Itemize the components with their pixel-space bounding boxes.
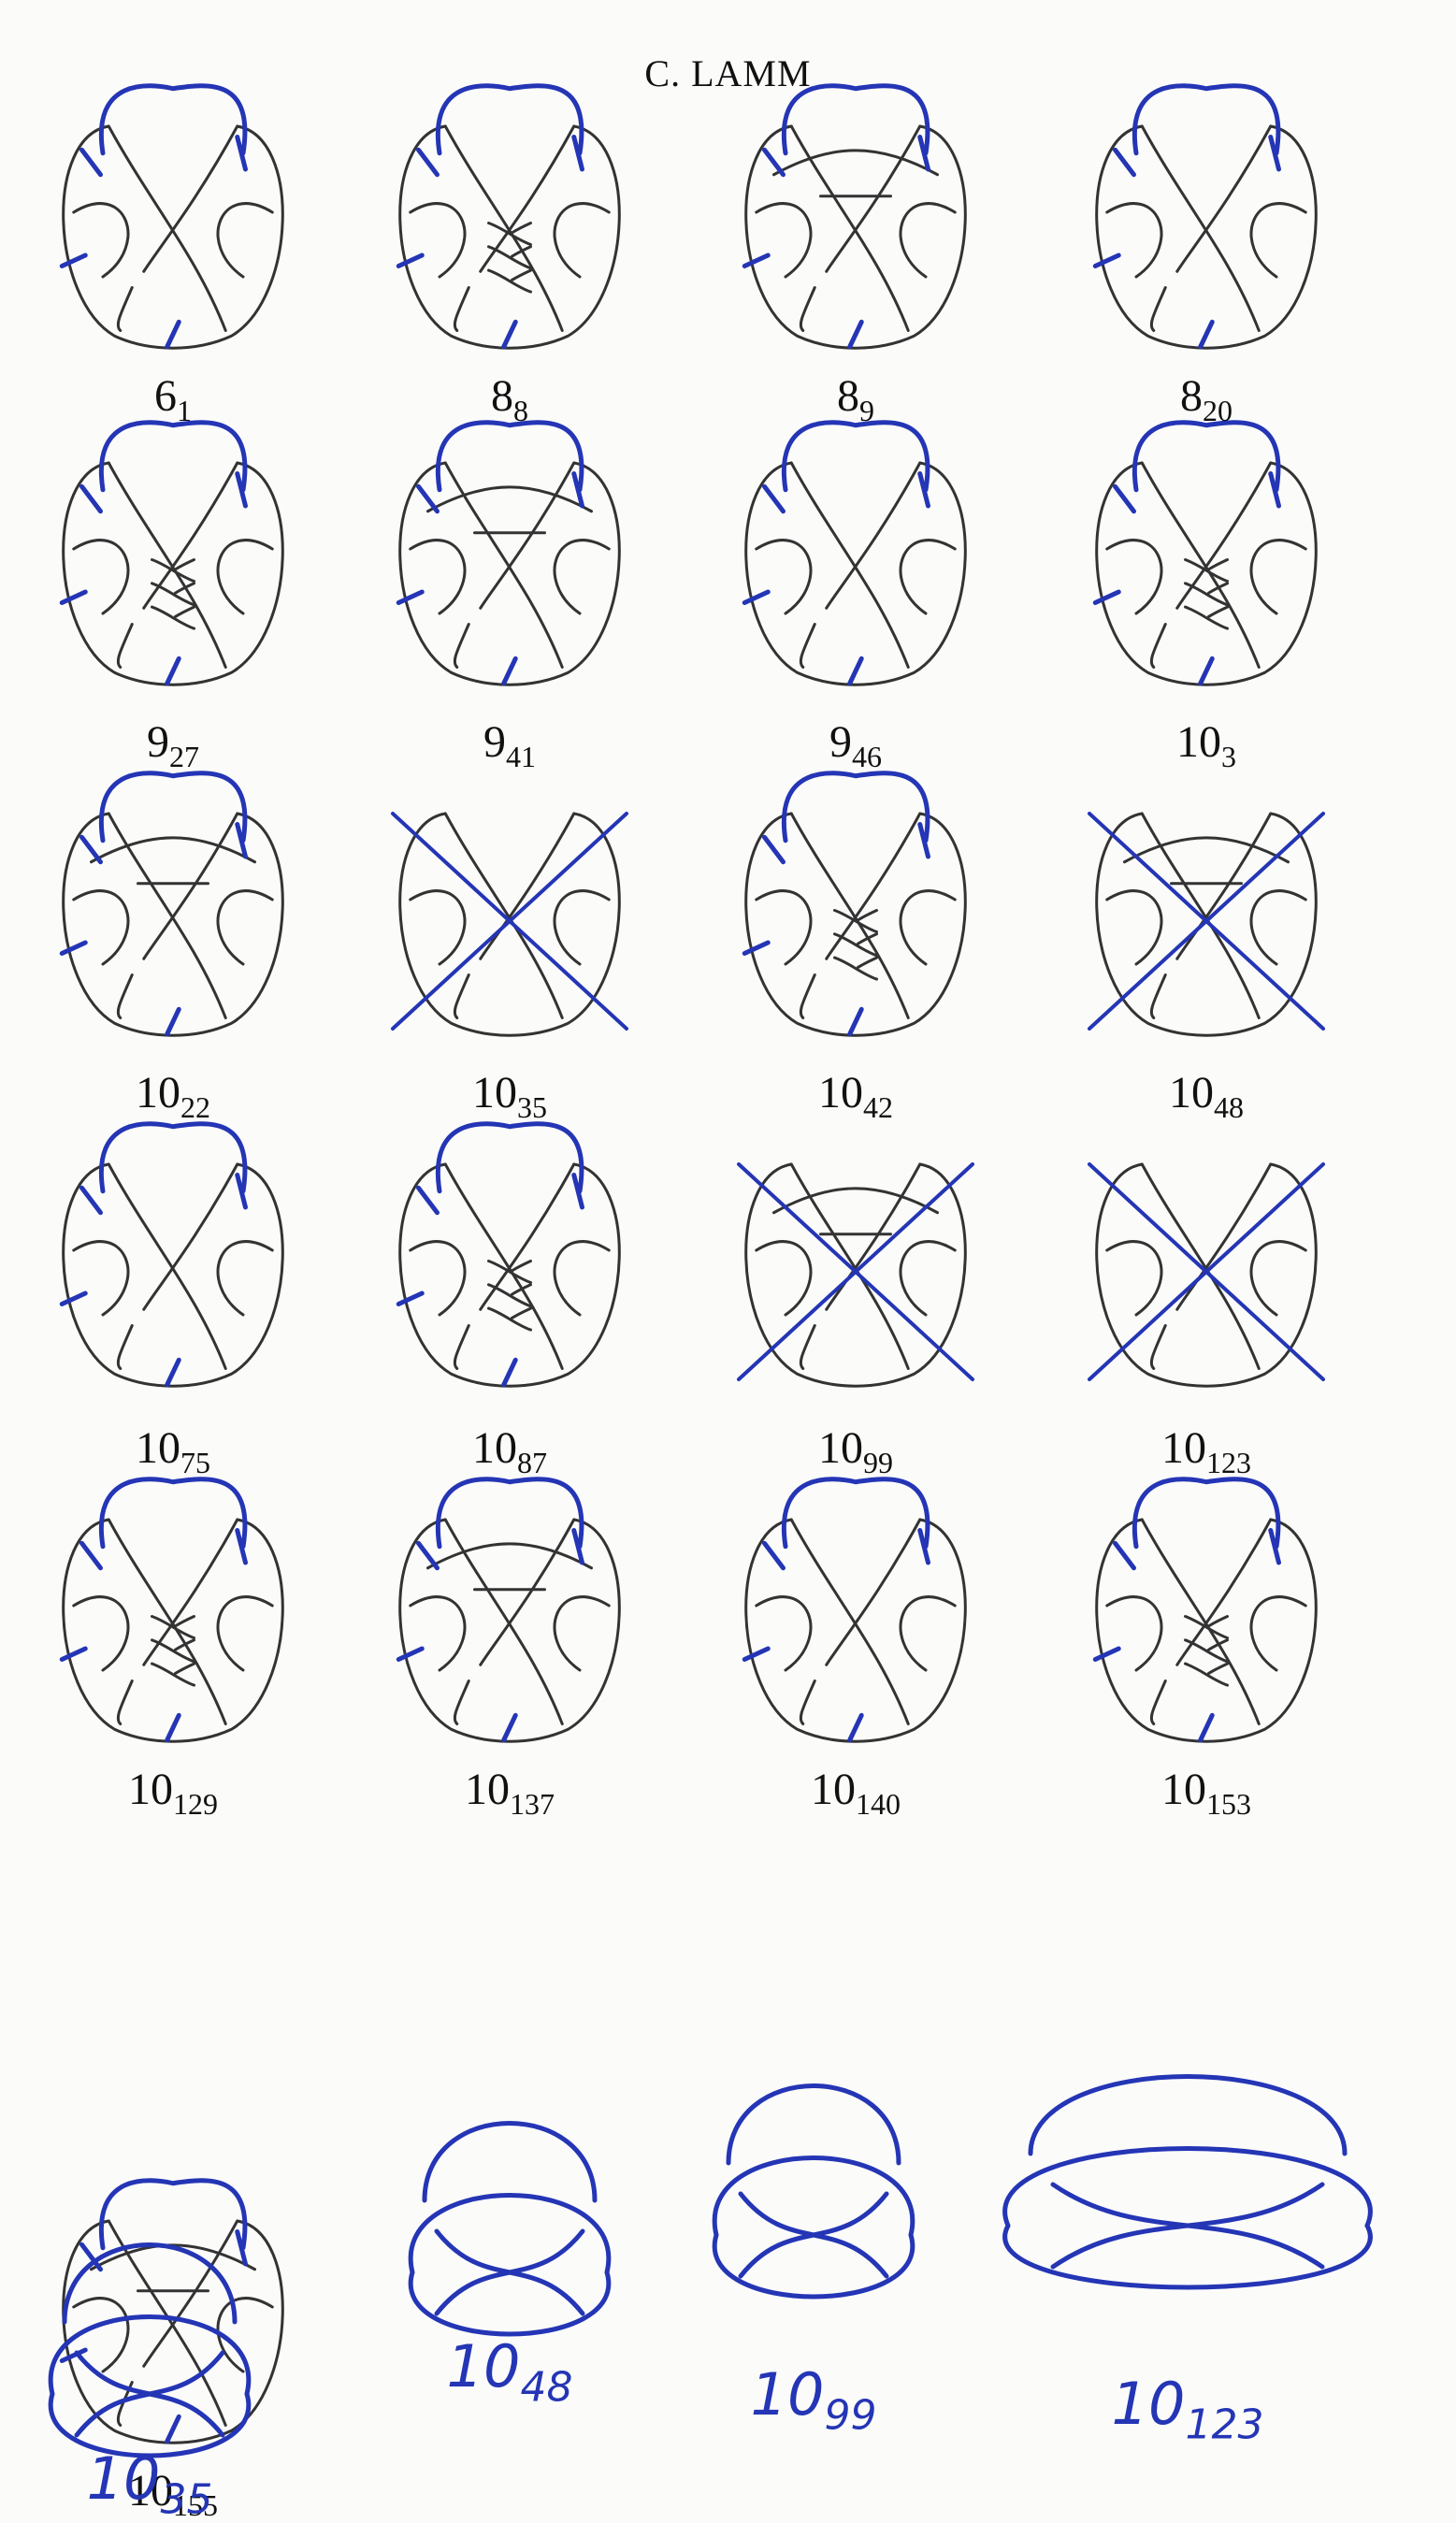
knot-label-10-153-number: 10 [1161, 1765, 1206, 1814]
knot-label-10-129: 10129 [61, 1767, 285, 1819]
knot-label-10-87-number: 10 [472, 1423, 517, 1473]
knot-diagram-9-46 [744, 423, 965, 685]
knot-label-10-153-index: 153 [1206, 1787, 1251, 1821]
knot-label-10-48-number: 10 [1169, 1068, 1214, 1117]
knot-label-10-22-index: 22 [180, 1090, 210, 1124]
knot-diagram-8-8 [398, 86, 619, 348]
knot-label-10-48: 1048 [1094, 1071, 1319, 1122]
knot-diagram-8-20 [1095, 86, 1316, 348]
knot-diagram-9-27 [62, 423, 282, 685]
handwritten-label-10-99-index: 99 [824, 2391, 876, 2439]
knot-label-6-1: 61 [61, 374, 285, 425]
knot-label-10-3: 103 [1094, 720, 1319, 771]
knot-label-8-20-index: 20 [1203, 394, 1233, 427]
knot-diagram-10-48 [1089, 814, 1323, 1035]
handwritten-knot-10-123 [1005, 2077, 1371, 2288]
handwritten-label-10-99: 1099 [701, 2366, 926, 2436]
knot-label-10-75: 1075 [61, 1426, 285, 1478]
handwritten-label-10-48: 1048 [397, 2338, 622, 2408]
knot-label-10-87: 1087 [397, 1426, 622, 1478]
knot-label-9-27: 927 [61, 720, 285, 771]
knot-label-10-35-number: 10 [472, 1068, 517, 1117]
knot-label-10-3-number: 10 [1176, 717, 1221, 767]
knot-label-10-48-index: 48 [1214, 1090, 1244, 1124]
knot-label-8-20-number: 8 [1180, 371, 1203, 421]
knot-diagram-10-153 [1095, 1479, 1316, 1741]
knot-label-10-99-index: 99 [863, 1446, 893, 1479]
knot-label-9-41-index: 41 [506, 740, 536, 773]
knot-label-10-137: 10137 [397, 1767, 622, 1819]
handwritten-label-10-35-number: 10 [87, 2444, 161, 2513]
knot-label-8-9-number: 8 [837, 371, 859, 421]
knot-label-9-27-index: 27 [169, 740, 199, 773]
knot-label-10-123: 10123 [1094, 1426, 1319, 1478]
knot-diagram-10-35 [393, 814, 627, 1035]
knot-label-10-99-number: 10 [818, 1423, 863, 1473]
knot-label-10-75-number: 10 [136, 1423, 180, 1473]
knot-diagram-10-99 [739, 1164, 973, 1386]
knot-diagram-10-22 [62, 773, 282, 1035]
knot-label-10-129-number: 10 [128, 1765, 173, 1814]
knot-diagram-10-42 [744, 773, 965, 1035]
knot-diagram-9-41 [398, 423, 619, 685]
handwritten-label-10-99-number: 10 [751, 2360, 825, 2429]
handwritten-label-10-123-index: 123 [1185, 2400, 1263, 2448]
knot-label-10-35: 1035 [397, 1071, 622, 1122]
knot-label-10-140-number: 10 [811, 1765, 856, 1814]
knot-label-10-3-index: 3 [1221, 740, 1236, 773]
knot-diagram-8-9 [744, 86, 965, 348]
knot-label-10-42-number: 10 [818, 1068, 863, 1117]
knot-label-10-42-index: 42 [863, 1090, 893, 1124]
knot-label-10-99: 1099 [743, 1426, 968, 1478]
handwritten-label-10-35: 1035 [37, 2450, 262, 2520]
knot-label-6-1-number: 6 [154, 371, 177, 421]
knot-label-10-22-number: 10 [136, 1068, 180, 1117]
knot-label-10-42: 1042 [743, 1071, 968, 1122]
handwritten-label-10-48-number: 10 [447, 2332, 521, 2400]
knot-label-9-46: 946 [743, 720, 968, 771]
knot-diagram-10-87 [398, 1124, 619, 1386]
knot-diagram-10-137 [398, 1479, 619, 1741]
knot-label-8-8-number: 8 [491, 371, 513, 421]
knot-label-8-9-index: 9 [859, 394, 874, 427]
handwritten-label-10-48-index: 48 [520, 2363, 572, 2411]
knot-label-10-123-number: 10 [1161, 1423, 1206, 1473]
knot-label-10-129-index: 129 [173, 1787, 218, 1821]
handwritten-label-10-123-number: 10 [1112, 2370, 1186, 2438]
handwritten-knot-10-99 [714, 2086, 913, 2298]
knot-diagram-6-1 [62, 86, 282, 348]
knot-diagram-10-123 [1089, 1164, 1323, 1386]
knot-label-8-8-index: 8 [513, 394, 528, 427]
knot-diagram-10-3 [1095, 423, 1316, 685]
knot-label-9-27-number: 9 [147, 717, 169, 767]
knot-label-9-41-number: 9 [483, 717, 506, 767]
knot-label-10-123-index: 123 [1206, 1446, 1251, 1479]
knot-label-8-9: 89 [743, 374, 968, 425]
knot-label-8-20: 820 [1094, 374, 1319, 425]
knot-label-9-46-index: 46 [852, 740, 882, 773]
knot-diagram-10-140 [744, 1479, 965, 1741]
knot-diagram-10-75 [62, 1124, 282, 1386]
handwritten-knot-10-48 [411, 2124, 609, 2335]
knot-label-9-41: 941 [397, 720, 622, 771]
knot-label-10-137-number: 10 [465, 1765, 510, 1814]
handwritten-label-10-123: 10123 [1075, 2375, 1300, 2445]
knot-label-9-46-number: 9 [829, 717, 852, 767]
knot-label-8-8: 88 [397, 374, 622, 425]
knot-label-10-87-index: 87 [517, 1446, 547, 1479]
knot-label-10-22: 1022 [61, 1071, 285, 1122]
knot-label-10-153: 10153 [1094, 1767, 1319, 1819]
knot-label-10-140: 10140 [743, 1767, 968, 1819]
knot-label-10-137-index: 137 [510, 1787, 555, 1821]
knot-label-10-140-index: 140 [856, 1787, 901, 1821]
knot-label-10-35-index: 35 [517, 1090, 547, 1124]
handwritten-label-10-35-index: 35 [160, 2475, 212, 2523]
knot-label-6-1-index: 1 [177, 394, 192, 427]
knot-diagram-10-129 [62, 1479, 282, 1741]
knot-label-10-75-index: 75 [180, 1446, 210, 1479]
